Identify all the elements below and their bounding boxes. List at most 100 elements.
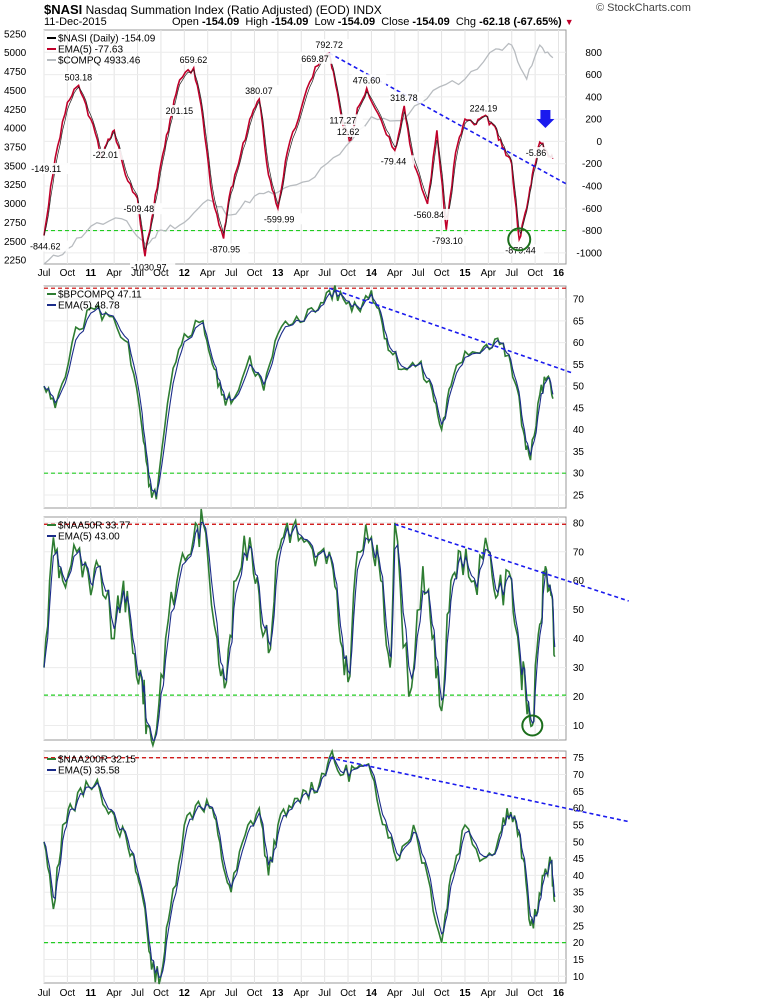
exchange: INDX <box>353 3 382 17</box>
annotation-label: 476.60 <box>353 75 381 85</box>
x-tick-label: 15 <box>459 268 471 279</box>
x-tick-label: Oct <box>247 988 263 999</box>
bpcompq-tick-label: 30 <box>573 469 585 480</box>
annotation-label: -5.86 <box>526 148 547 158</box>
x-tick-label: Oct <box>153 268 169 279</box>
bpcompq-ema-line <box>43 289 554 498</box>
legend-entry: $BPCOMPQ 47.11 <box>58 290 142 301</box>
annotation-label: -560.84 <box>414 210 445 220</box>
nasi-right-tick-label: -1000 <box>576 248 602 259</box>
annotation-bg <box>208 243 249 255</box>
x-tick-label: Apr <box>106 988 122 999</box>
annotation-bg <box>351 74 387 86</box>
x-tick-label: Jul <box>412 268 425 279</box>
x-tick-label: Apr <box>106 268 122 279</box>
annotation-label: 503.18 <box>65 72 93 82</box>
naa50r-trendline <box>394 523 629 602</box>
annotation-bg <box>63 71 99 83</box>
bpcompq-tick-label: 55 <box>573 360 585 371</box>
annotation-label: -844.62 <box>30 242 61 252</box>
nasi-left-tick-label: 3250 <box>4 180 27 191</box>
bpcompq-tick-label: 65 <box>573 316 585 327</box>
x-tick-label: Apr <box>387 988 403 999</box>
x-tick-label: Jul <box>225 268 238 279</box>
annotation-label: -22.01 <box>93 150 119 160</box>
legend-entry: $NAA50R 33.77 <box>58 521 131 532</box>
annotation-bg <box>122 203 163 215</box>
naa200r-tick-label: 15 <box>573 955 585 966</box>
x-tick-label: 13 <box>272 268 284 279</box>
bpcompq-tick-label: 60 <box>573 338 585 349</box>
nasi-left-tick-label: 4500 <box>4 86 27 97</box>
annotation-bg <box>130 261 176 273</box>
bpcompq-tick-label: 35 <box>573 447 585 458</box>
legend-entry: EMA(5) 35.58 <box>58 766 120 777</box>
bpcompq-line <box>43 285 554 500</box>
annotation-label: 380.07 <box>245 86 273 96</box>
x-tick-label: Apr <box>293 988 309 999</box>
naa200r-ema-line <box>43 755 556 978</box>
annotation-bg <box>431 234 472 246</box>
bpcompq-panel-frame <box>43 285 567 509</box>
nasi-panel-frame <box>43 29 567 265</box>
naa50r-tick-label: 20 <box>573 692 585 703</box>
annotation-label: 201.15 <box>166 106 194 116</box>
x-tick-label: Apr <box>200 988 216 999</box>
annotation-label: 12.62 <box>337 127 360 137</box>
nasi-line <box>43 54 554 251</box>
nasi-left-tick-label: 4750 <box>4 67 27 78</box>
x-tick-label: Oct <box>434 268 450 279</box>
legend-entry: EMA(5) -77.63 <box>58 45 123 56</box>
naa50r-tick-label: 50 <box>573 605 585 616</box>
naa200r-tick-label: 75 <box>573 753 585 764</box>
nasi-right-tick-label: -800 <box>582 226 602 237</box>
x-tick-label: Apr <box>293 268 309 279</box>
nasi-right-tick-label: 400 <box>585 92 602 103</box>
x-tick-label: 15 <box>459 988 471 999</box>
nasi-left-tick-label: 4250 <box>4 105 27 116</box>
nasi-left-tick-label: 4000 <box>4 124 27 135</box>
nasi-left-tick-label: 5250 <box>4 29 27 40</box>
annotation-bg <box>164 105 200 117</box>
nasi-right-tick-label: -200 <box>582 159 602 170</box>
naa200r-tick-label: 10 <box>573 972 585 983</box>
naa200r-tick-label: 20 <box>573 938 585 949</box>
nasi-left-tick-label: 2500 <box>4 237 27 248</box>
down-arrow-icon <box>536 110 555 128</box>
annotation-bg <box>335 126 365 138</box>
annotation-label: 224.19 <box>470 103 498 113</box>
annotation-label: 318.78 <box>390 93 418 103</box>
annotation-label: -599.99 <box>264 214 295 224</box>
annotation-label: 117.27 <box>329 115 356 125</box>
chart-header: $NASI Nasdaq Summation Index (Ratio Adju… <box>0 0 770 30</box>
chart-title: $NASI Nasdaq Summation Index (Ratio Adju… <box>44 2 382 17</box>
annotation-bg <box>379 155 415 167</box>
x-tick-label: Oct <box>60 268 76 279</box>
annotation-bg <box>30 163 71 175</box>
nasi-right-tick-label: 800 <box>585 48 602 59</box>
nasi-right-tick-label: 200 <box>585 115 602 126</box>
annotation-bg <box>524 147 554 159</box>
x-tick-label: Apr <box>481 988 497 999</box>
highlight-circle <box>521 714 544 737</box>
naa50r-tick-label: 60 <box>573 576 585 587</box>
x-tick-label: Jul <box>318 988 331 999</box>
symbol: $NASI <box>44 2 83 17</box>
x-tick-label: Oct <box>340 268 356 279</box>
chart-date: 11-Dec-2015 <box>44 16 107 28</box>
naa200r-tick-label: 55 <box>573 820 585 831</box>
nasi-left-tick-label: 3000 <box>4 199 27 210</box>
x-tick-label: 12 <box>179 268 191 279</box>
x-tick-label: 13 <box>272 988 284 999</box>
nasi-left-tick-label: 5000 <box>4 48 27 59</box>
nasi-panel: 2250250027503000325035003750400042504500… <box>4 29 602 279</box>
bpcompq-panel: 70 65 60 55 50 45 40 35 30 25 $BPCOMPQ 47.11EMA(5)… <box>43 285 585 509</box>
naa200r-tick-label: 40 <box>573 871 585 882</box>
x-tick-label: Apr <box>387 268 403 279</box>
annotation-label: -870.95 <box>210 244 241 254</box>
annotation-label: 669.87 <box>301 54 329 64</box>
nasi-left-tick-label: 2250 <box>4 256 27 267</box>
annotation-bg <box>244 85 279 97</box>
source-credit: © StockCharts.com <box>596 2 691 14</box>
